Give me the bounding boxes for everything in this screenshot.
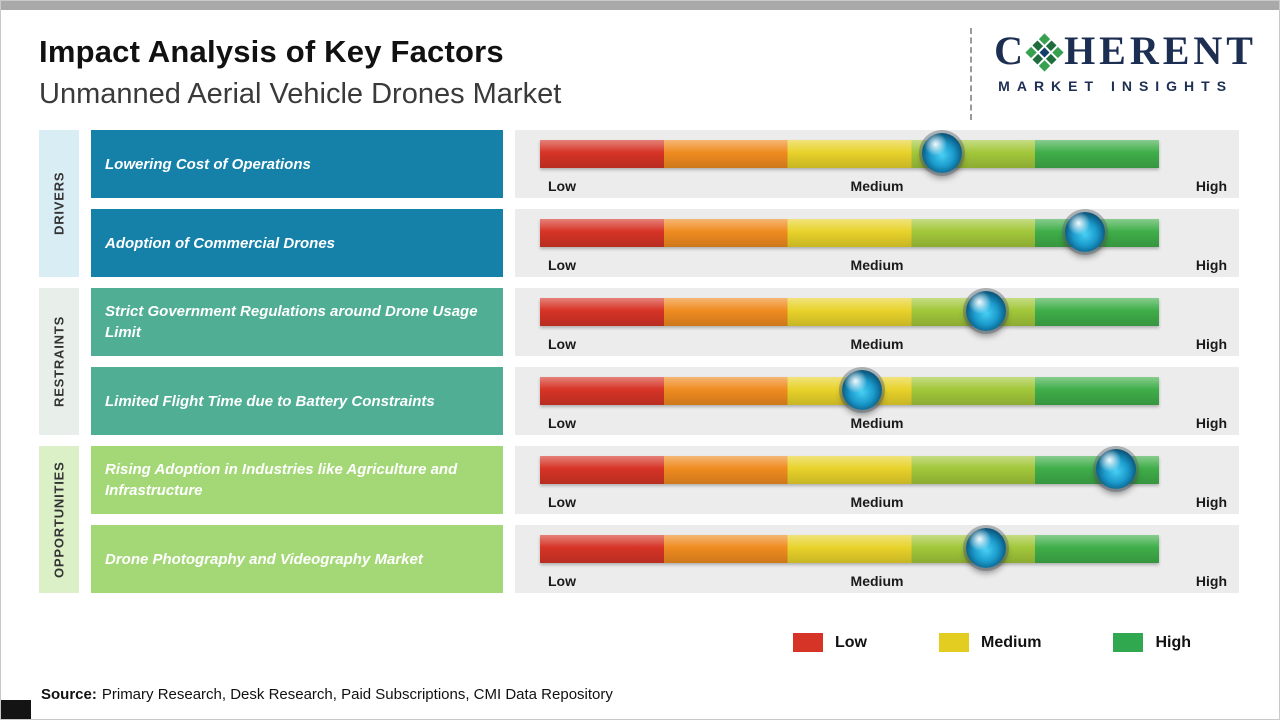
title-block: Impact Analysis of Key Factors Unmanned … (39, 26, 970, 111)
legend-item-medium: Medium (939, 633, 1041, 652)
scale-tick-low: Low (548, 178, 576, 194)
impact-marker (1064, 211, 1105, 252)
impact-scale-bar (540, 448, 1159, 489)
category-strip-drivers: DRIVERS (39, 130, 79, 277)
impact-bar-row: Low Medium High (515, 288, 1239, 356)
source-line: Source: Primary Research, Desk Research, … (41, 686, 613, 703)
factor-box: Rising Adoption in Industries like Agric… (91, 446, 503, 514)
scale-tick-medium: Medium (850, 257, 904, 273)
scale-labels: Low Medium High (515, 494, 1239, 512)
impact-scale-bar (540, 211, 1159, 252)
impact-bar-row: Low Medium High (515, 209, 1239, 277)
impact-marker (965, 527, 1006, 568)
top-border-bar (1, 1, 1279, 10)
legend-swatch-low (793, 633, 823, 652)
category-strip-restraints: RESTRAINTS (39, 288, 79, 435)
impact-bar-row: Low Medium High (515, 446, 1239, 514)
scale-tick-low: Low (548, 494, 576, 510)
impact-grid: DRIVERS RESTRAINTS OPPORTUNITIES Lowerin… (39, 130, 1239, 593)
scale-tick-low: Low (548, 336, 576, 352)
impact-scale-bar (540, 132, 1159, 173)
impact-bar-row: Low Medium High (515, 367, 1239, 435)
scale-tick-high: High (1195, 257, 1227, 273)
legend-swatch-medium (939, 633, 969, 652)
factor-box: Adoption of Commercial Drones (91, 209, 503, 277)
scale-tick-low: Low (548, 257, 576, 273)
factor-box: Lowering Cost of Operations (91, 130, 503, 198)
scale-tick-medium: Medium (850, 494, 904, 510)
scale-tick-medium: Medium (850, 336, 904, 352)
logo-diamond-o-icon (1025, 32, 1064, 72)
scale-tick-high: High (1195, 336, 1227, 352)
brand-logo: C HERENT MARKET INSIGHTS (970, 28, 1257, 120)
page-subtitle: Unmanned Aerial Vehicle Drones Market (39, 78, 562, 110)
logo-letter-c: C (994, 28, 1028, 73)
scale-labels: Low Medium High (515, 415, 1239, 433)
scale-tick-high: High (1195, 415, 1227, 431)
legend-label-medium: Medium (981, 633, 1042, 651)
factor-box: Limited Flight Time due to Battery Const… (91, 367, 503, 435)
legend-label-high: High (1155, 633, 1191, 651)
header: Impact Analysis of Key Factors Unmanned … (1, 10, 1279, 120)
logo-wordmark: C HERENT (994, 30, 1257, 72)
corner-mark (1, 700, 31, 719)
impact-marker (965, 290, 1006, 331)
impact-scale-bar (540, 527, 1159, 568)
legend: Low Medium High (1, 633, 1191, 652)
scale-tick-high: High (1195, 494, 1227, 510)
logo-tagline: MARKET INSIGHTS (998, 78, 1234, 94)
scale-labels: Low Medium High (515, 573, 1239, 591)
impact-bar-row: Low Medium High (515, 130, 1239, 198)
legend-item-low: Low (793, 633, 867, 652)
scale-tick-medium: Medium (850, 573, 904, 589)
factor-box: Strict Government Regulations around Dro… (91, 288, 503, 356)
impact-bar-row: Low Medium High (515, 525, 1239, 593)
scale-labels: Low Medium High (515, 257, 1239, 275)
factor-box: Drone Photography and Videography Market (91, 525, 503, 593)
scale-tick-medium: Medium (850, 178, 904, 194)
impact-marker (841, 369, 882, 410)
scale-labels: Low Medium High (515, 336, 1239, 354)
page-title: Impact Analysis of Key Factors (39, 34, 504, 69)
legend-item-high: High (1113, 633, 1191, 652)
impact-scale-bar (540, 369, 1159, 410)
scale-labels: Low Medium High (515, 178, 1239, 196)
impact-scale-bar (540, 290, 1159, 331)
source-text: Primary Research, Desk Research, Paid Su… (101, 686, 613, 703)
impact-marker (922, 132, 963, 173)
logo-letters-rest: HERENT (1064, 28, 1257, 73)
scale-tick-low: Low (548, 573, 576, 589)
category-strip-opportunities: OPPORTUNITIES (39, 446, 79, 593)
scale-tick-high: High (1195, 573, 1227, 589)
legend-label-low: Low (835, 633, 867, 651)
impact-marker (1095, 448, 1136, 489)
scale-tick-low: Low (548, 415, 576, 431)
legend-swatch-high (1113, 633, 1144, 652)
scale-tick-high: High (1195, 178, 1227, 194)
source-label: Source: (41, 686, 97, 703)
scale-tick-medium: Medium (850, 415, 904, 431)
